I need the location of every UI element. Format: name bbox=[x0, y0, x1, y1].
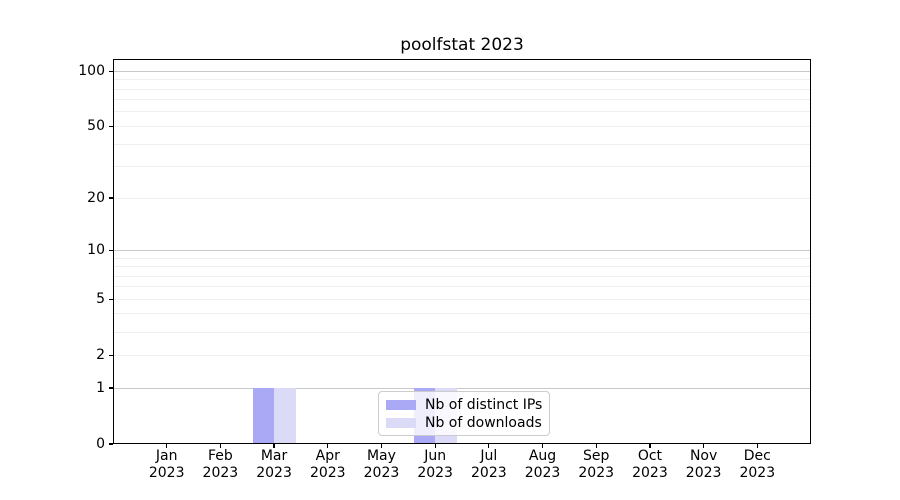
x-tick-mark bbox=[380, 444, 383, 448]
x-tick-year: 2023 bbox=[363, 464, 400, 481]
y-tick-mark bbox=[109, 125, 113, 127]
x-tick-label: May 2023 bbox=[353, 448, 409, 481]
x-tick-year: 2023 bbox=[148, 464, 185, 481]
x-tick-month: Jan bbox=[155, 448, 178, 464]
x-tick-mark bbox=[649, 444, 651, 448]
x-tick-year: 2023 bbox=[202, 464, 239, 481]
x-tick-year: 2023 bbox=[256, 464, 292, 481]
x-tick-mark bbox=[488, 444, 490, 448]
x-tick-label: Apr 2023 bbox=[300, 448, 356, 481]
legend: Nb of distinct IPs Nb of downloads bbox=[378, 391, 550, 436]
minor-gridline bbox=[113, 99, 811, 101]
minor-gridline bbox=[113, 143, 811, 145]
minor-gridline bbox=[113, 286, 811, 288]
x-tick-month: Nov bbox=[689, 448, 718, 464]
minor-gridline bbox=[113, 79, 811, 81]
y-tick-label: 10 bbox=[87, 242, 105, 259]
x-tick-label: Mar 2023 bbox=[246, 448, 302, 481]
x-tick-month: Sep bbox=[583, 448, 610, 464]
x-tick-month: Oct bbox=[637, 448, 663, 464]
x-tick-label: Aug 2023 bbox=[515, 448, 571, 481]
x-tick-year: 2023 bbox=[309, 464, 346, 481]
minor-gridline bbox=[113, 197, 811, 199]
minor-gridline bbox=[113, 266, 811, 267]
y-tick-label: 1 bbox=[96, 380, 105, 396]
y-tick-mark bbox=[109, 443, 113, 445]
minor-gridline bbox=[113, 166, 811, 168]
major-gridline bbox=[113, 70, 811, 72]
chart-title: poolfstat 2023 bbox=[400, 35, 524, 55]
y-tick-mark bbox=[109, 298, 113, 300]
minor-gridline bbox=[113, 88, 811, 90]
x-tick-mark bbox=[273, 444, 275, 448]
x-tick-month: Apr bbox=[315, 448, 340, 464]
x-tick-mark bbox=[166, 444, 168, 448]
x-tick-label: Feb 2023 bbox=[192, 448, 248, 481]
y-tick-label: 20 bbox=[87, 190, 105, 207]
x-tick-month: Dec bbox=[743, 448, 771, 464]
x-tick-label: Jul 2023 bbox=[461, 448, 517, 481]
x-tick-label: Sep 2023 bbox=[568, 448, 624, 481]
legend-label-downloads: Nb of downloads bbox=[425, 414, 542, 431]
y-tick-label: 5 bbox=[96, 291, 105, 308]
x-tick-month: Mar bbox=[260, 448, 288, 464]
y-tick-mark bbox=[109, 387, 113, 389]
bar-downloads bbox=[274, 388, 296, 444]
y-tick-mark bbox=[109, 249, 113, 251]
x-tick-mark bbox=[756, 444, 758, 448]
bar-distinct-ips bbox=[252, 388, 275, 444]
x-tick-year: 2023 bbox=[632, 464, 668, 481]
minor-gridline bbox=[113, 125, 811, 127]
x-tick-month: Jun bbox=[424, 448, 447, 464]
minor-gridline bbox=[113, 354, 811, 356]
y-tick-label: 2 bbox=[96, 347, 105, 364]
y-tick-mark bbox=[109, 354, 113, 356]
y-tick-label: 100 bbox=[78, 63, 105, 80]
x-tick-mark bbox=[595, 444, 597, 448]
x-tick-mark bbox=[703, 444, 705, 448]
legend-swatch-distinct-ips bbox=[386, 399, 416, 410]
minor-gridline bbox=[113, 313, 811, 315]
x-tick-year: 2023 bbox=[524, 464, 561, 481]
x-tick-label: Nov 2023 bbox=[676, 448, 732, 481]
x-tick-year: 2023 bbox=[471, 464, 507, 481]
legend-label-distinct-ips: Nb of distinct IPs bbox=[425, 396, 543, 413]
x-tick-label: Jan 2023 bbox=[139, 448, 195, 481]
x-tick-month: Jul bbox=[480, 448, 498, 464]
minor-gridline bbox=[113, 275, 811, 277]
plot-area bbox=[113, 59, 811, 444]
major-gridline bbox=[113, 249, 811, 251]
x-tick-year: 2023 bbox=[578, 464, 615, 481]
y-tick-mark bbox=[109, 197, 113, 199]
x-tick-year: 2023 bbox=[739, 464, 776, 481]
x-tick-month: Aug bbox=[528, 448, 557, 464]
x-tick-mark bbox=[541, 444, 544, 448]
x-tick-year: 2023 bbox=[417, 464, 453, 481]
minor-gridline bbox=[113, 331, 811, 333]
x-tick-label: Jun 2023 bbox=[407, 448, 463, 481]
x-tick-month: May bbox=[366, 448, 396, 464]
x-tick-label: Oct 2023 bbox=[622, 448, 678, 481]
minor-gridline bbox=[113, 111, 811, 113]
x-tick-year: 2023 bbox=[685, 464, 722, 481]
major-gridline bbox=[113, 387, 811, 389]
y-tick-label: 0 bbox=[96, 436, 105, 452]
legend-item-distinct-ips: Nb of distinct IPs bbox=[386, 396, 543, 413]
x-tick-label: Dec 2023 bbox=[729, 448, 785, 481]
legend-swatch-downloads bbox=[386, 417, 416, 428]
y-tick-mark bbox=[109, 70, 113, 72]
x-tick-mark bbox=[327, 444, 329, 448]
x-tick-mark bbox=[219, 444, 221, 448]
x-tick-mark bbox=[434, 444, 436, 448]
y-tick-label: 50 bbox=[87, 118, 105, 135]
minor-gridline bbox=[113, 257, 811, 259]
x-tick-month: Feb bbox=[207, 448, 233, 464]
legend-item-downloads: Nb of downloads bbox=[386, 414, 542, 431]
minor-gridline bbox=[113, 298, 811, 300]
